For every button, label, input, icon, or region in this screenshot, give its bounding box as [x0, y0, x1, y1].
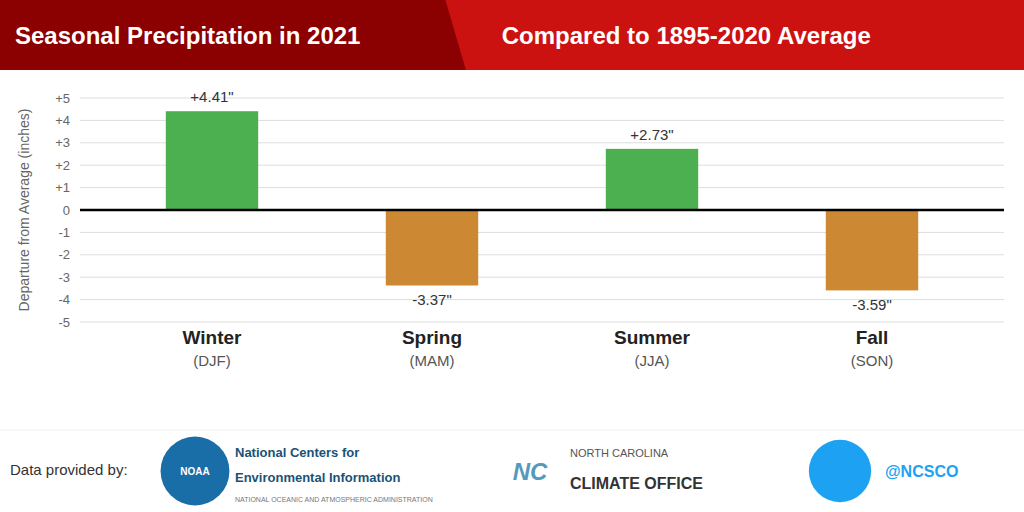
bar: [166, 111, 258, 210]
noaa-logo-text: NOAA: [180, 466, 209, 477]
bars: [166, 111, 918, 290]
tick-label: +1: [55, 180, 70, 195]
bar: [386, 210, 478, 285]
office-name: NORTH CAROLINA: [570, 447, 669, 459]
tick-label: +5: [55, 91, 70, 106]
zero-line: [80, 209, 1004, 212]
tick-label: +3: [55, 135, 70, 150]
tick-label: -2: [58, 247, 70, 262]
title: Seasonal Precipitation in 2021: [15, 22, 360, 49]
ncei-name: National Centers for: [235, 445, 359, 460]
tick-label: -4: [58, 292, 70, 307]
category-label: Summer: [614, 327, 691, 348]
subcategory-label: (DJF): [193, 352, 231, 369]
subcategory-label: (MAM): [410, 352, 455, 369]
category-label: Fall: [856, 327, 889, 348]
tick-label: -1: [58, 225, 70, 240]
office-name: CLIMATE OFFICE: [570, 475, 703, 492]
y-axis: -5 -4 -3 -2 -1 0 +1 +2 +3 +4 +5: [55, 91, 1004, 330]
data-label: +4.41": [190, 88, 233, 105]
grid-line: [80, 210, 1004, 211]
tick-label: -3: [58, 270, 70, 285]
y-axis-label: Departure from Average (inches): [16, 109, 32, 312]
tick-label: -5: [58, 315, 70, 330]
nc-logo: NC: [513, 458, 548, 485]
subcategory-label: (JJA): [635, 352, 670, 369]
grid-line: [80, 322, 1004, 323]
tick-label: +4: [55, 113, 70, 128]
subcategory-label: (SON): [851, 352, 894, 369]
source-label: Data provided by:: [10, 461, 128, 478]
data-label: +2.73": [630, 126, 673, 143]
data-label: -3.59": [852, 296, 892, 313]
labels: +4.41" -3.37" +2.73" -3.59": [190, 88, 891, 313]
footer: Data provided by: NOAA National Centers fo…: [0, 430, 1024, 505]
noaa-logo: [161, 437, 230, 506]
subtitle: Compared to 1895-2020 Average: [502, 22, 871, 49]
ncei-name: Environmental Information: [235, 470, 400, 485]
category-label: Spring: [402, 327, 462, 348]
data-label: -3.37": [412, 291, 452, 308]
bar: [606, 149, 698, 210]
twitter-handle: @NCSCO: [885, 463, 958, 480]
twitter-logo: [809, 440, 871, 502]
tick-label: +2: [55, 158, 70, 173]
noaa-name: NATIONAL OCEANIC AND ATMOSPHERIC ADMINIS…: [235, 496, 433, 503]
header-left-bg: [0, 0, 1024, 70]
header-right-bg: [445, 0, 1024, 70]
bar: [826, 210, 918, 290]
tick-label: 0: [63, 203, 70, 218]
category-label: Winter: [183, 327, 243, 348]
chart: Seasonal Precipitation in 2021 Compared t…: [0, 0, 1024, 512]
footer-rule: [0, 430, 1024, 431]
